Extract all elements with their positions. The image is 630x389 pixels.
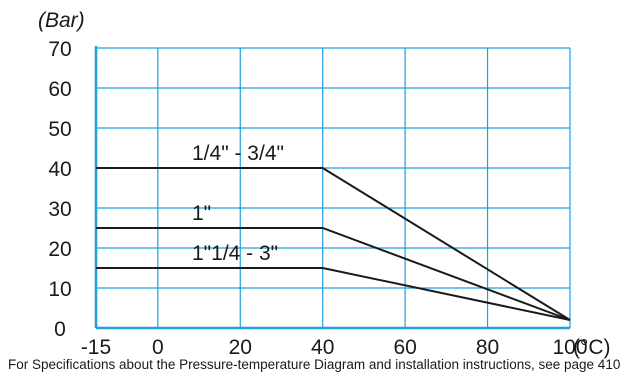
y-tick-label: 30 xyxy=(48,198,71,221)
x-tick-label: 0 xyxy=(152,336,164,359)
series-label-2: 1" xyxy=(192,202,211,225)
chart-caption: For Specifications about the Pressure-te… xyxy=(8,357,621,372)
y-tick-label: 20 xyxy=(48,238,71,261)
series-line-3 xyxy=(96,267,571,321)
chart-axes xyxy=(94,46,570,330)
chart-labels: -15 0 20 40 60 80 100 0 10 20 30 40 50 60 70 1/4" - 3/4… xyxy=(48,38,587,359)
y-tick-label: 70 xyxy=(48,38,71,61)
x-tick-label: -15 xyxy=(81,336,111,359)
series-label-1: 1/4" - 3/4" xyxy=(192,142,284,165)
x-axis-unit-label: (°C) xyxy=(573,336,611,359)
x-tick-label: 100 xyxy=(552,336,587,359)
y-tick-label: 10 xyxy=(48,278,71,301)
x-tick-label: 20 xyxy=(229,336,252,359)
x-tick-label: 60 xyxy=(393,336,416,359)
x-tick-label: 40 xyxy=(311,336,334,359)
y-tick-label: 50 xyxy=(48,118,71,141)
chart-series xyxy=(96,167,571,321)
y-tick-label: 40 xyxy=(48,158,71,181)
y-tick-label: 60 xyxy=(48,78,71,101)
series-line-2 xyxy=(96,227,571,321)
chart-grid xyxy=(96,47,571,328)
series-label-3: 1"1/4 - 3" xyxy=(192,242,278,265)
x-tick-label: 80 xyxy=(476,336,499,359)
y-axis-unit-label: (Bar) xyxy=(38,9,85,32)
series-line-1 xyxy=(96,167,571,321)
y-tick-label: 0 xyxy=(54,318,66,341)
